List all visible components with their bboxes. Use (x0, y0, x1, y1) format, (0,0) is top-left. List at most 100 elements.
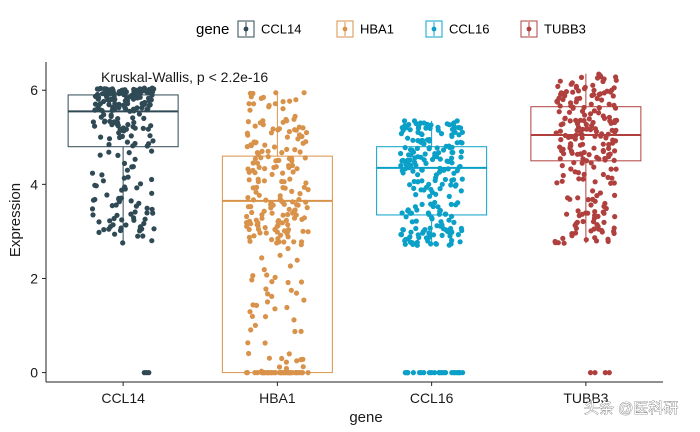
point (115, 116, 121, 122)
point (296, 132, 303, 138)
point (432, 199, 438, 206)
point-zero (143, 370, 150, 376)
legend-label-hba1: HBA1 (360, 22, 394, 37)
point (149, 206, 155, 212)
point (415, 179, 421, 185)
point (458, 149, 465, 155)
point (303, 180, 309, 186)
point (285, 279, 291, 286)
points-ccl16 (398, 118, 466, 376)
point (594, 193, 600, 199)
point (585, 197, 591, 203)
point (451, 120, 457, 126)
point (456, 132, 462, 138)
point (411, 178, 417, 185)
point (578, 151, 584, 157)
point (437, 186, 443, 192)
point (559, 163, 565, 169)
point (439, 181, 445, 187)
point (294, 166, 300, 172)
point (436, 169, 442, 175)
point (430, 232, 437, 238)
point (121, 175, 127, 181)
point (398, 150, 404, 157)
point (119, 89, 125, 95)
point (573, 230, 579, 236)
point (299, 216, 305, 222)
point (568, 103, 574, 109)
point (96, 229, 102, 235)
points-layer (89, 71, 620, 376)
legend-key-dot-ccl16 (431, 26, 437, 32)
point (140, 233, 146, 239)
point (602, 155, 608, 162)
point (605, 174, 611, 180)
point (262, 225, 268, 231)
point (588, 101, 594, 107)
point (93, 183, 99, 189)
point (303, 130, 310, 136)
point-zero (602, 370, 608, 376)
point (130, 115, 136, 121)
point (419, 178, 425, 184)
point (554, 180, 560, 186)
point (436, 150, 442, 156)
point (609, 175, 615, 181)
point (148, 123, 154, 129)
point (111, 215, 117, 222)
point (419, 201, 425, 207)
point (298, 242, 304, 248)
point (433, 191, 439, 197)
point (407, 182, 413, 188)
point (569, 80, 575, 86)
point (557, 128, 564, 134)
point (454, 140, 460, 146)
point (138, 89, 144, 96)
point (590, 188, 596, 194)
point (579, 160, 585, 166)
point (287, 176, 293, 182)
point (574, 219, 581, 225)
point (446, 193, 452, 199)
point (407, 147, 414, 153)
point (271, 144, 278, 150)
point (281, 239, 287, 245)
point (106, 136, 113, 142)
point (587, 127, 594, 133)
point (567, 118, 573, 124)
point (263, 230, 269, 236)
point (437, 207, 443, 214)
boxes-layer (67, 73, 642, 374)
point (115, 152, 121, 158)
point (398, 131, 404, 137)
point (269, 171, 275, 177)
point (247, 238, 253, 244)
point (583, 126, 590, 132)
point (592, 198, 598, 204)
point (586, 116, 592, 122)
point (292, 147, 298, 153)
point (458, 225, 464, 231)
y-tick-label-4: 4 (30, 176, 38, 192)
point (590, 119, 596, 126)
point (298, 328, 304, 334)
point (284, 146, 290, 152)
point (403, 214, 409, 220)
point (246, 226, 252, 233)
point (606, 141, 612, 148)
point (449, 133, 455, 139)
point (133, 203, 139, 209)
point (591, 226, 597, 232)
point (147, 102, 153, 108)
point (569, 150, 575, 156)
point (115, 122, 121, 128)
point (608, 166, 614, 172)
point (596, 92, 602, 98)
point (106, 97, 112, 104)
legend-label-ccl14: CCL14 (261, 22, 301, 37)
point (141, 85, 147, 91)
point-zero (606, 370, 612, 376)
point (116, 130, 122, 136)
point (422, 151, 428, 157)
point (434, 145, 440, 151)
